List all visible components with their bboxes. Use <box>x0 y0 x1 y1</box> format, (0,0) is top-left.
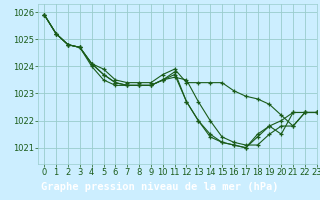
Text: Graphe pression niveau de la mer (hPa): Graphe pression niveau de la mer (hPa) <box>41 182 279 192</box>
